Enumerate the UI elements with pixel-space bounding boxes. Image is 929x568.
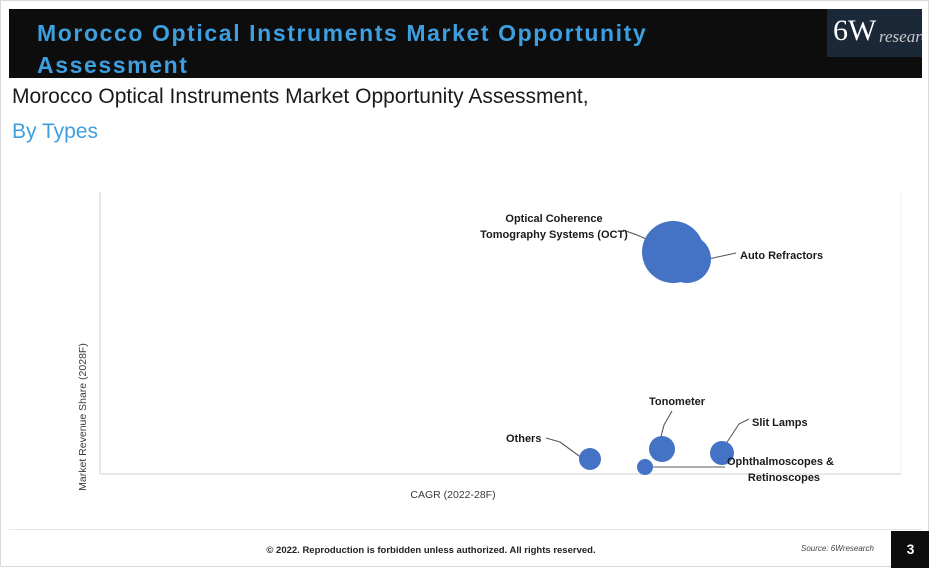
leader-line-others	[545, 437, 587, 462]
header-title: Morocco Optical Instruments Market Oppor…	[37, 20, 648, 78]
bubble-chart-svg: Market Revenue Share (2028F) CAGR (2022-…	[77, 192, 902, 501]
copyright-text: © 2022. Reproduction is forbidden unless…	[266, 545, 596, 556]
y-axis-title: Market Revenue Share (2028F)	[77, 343, 89, 491]
logo-mark-text: 6W	[833, 14, 877, 47]
page-subtitle: By Types	[12, 120, 98, 143]
source-text: Source: 6Wresearch	[801, 544, 874, 553]
bubble-others[interactable]	[579, 448, 601, 470]
bubble-label-others: Others	[506, 433, 541, 445]
bubble-label-oct-line2: Tomography Systems (OCT)	[480, 229, 628, 241]
header-bar: Morocco Optical Instruments Market Oppor…	[9, 9, 922, 78]
bubble-auto-refractors[interactable]	[663, 235, 711, 283]
bubble-ophthalmoscopes[interactable]	[637, 459, 653, 475]
bubble-slit-lamps[interactable]	[710, 441, 734, 465]
logo-word-text: research	[879, 27, 922, 46]
page-number-box: 3	[891, 531, 929, 568]
bubble-chart: Market Revenue Share (2028F) CAGR (2022-…	[1, 171, 929, 516]
bubble-label-slit-lamps: Slit Lamps	[752, 417, 808, 429]
bubble-label-oct-line1: Optical Coherence	[505, 213, 602, 225]
page-title: Morocco Optical Instruments Market Oppor…	[12, 85, 589, 108]
bubble-label-auto-refractors: Auto Refractors	[740, 250, 823, 262]
bubble-label-ophthalmoscopes-line2: Retinoscopes	[748, 472, 820, 484]
bubble-label-ophthalmoscopes-line1: Ophthalmoscopes &	[727, 456, 834, 468]
brand-logo: 6W research	[827, 9, 922, 57]
page-number: 3	[906, 541, 915, 557]
leader-lines	[545, 229, 750, 468]
x-axis-title: CAGR (2022-28F)	[410, 489, 495, 501]
bubble-tonometer[interactable]	[649, 436, 675, 462]
footer-divider	[9, 529, 922, 530]
bubble-label-tonometer: Tonometer	[649, 396, 706, 408]
bubble-group	[579, 221, 734, 475]
bubble-labels: Optical Coherence Tomography Systems (OC…	[480, 213, 834, 484]
